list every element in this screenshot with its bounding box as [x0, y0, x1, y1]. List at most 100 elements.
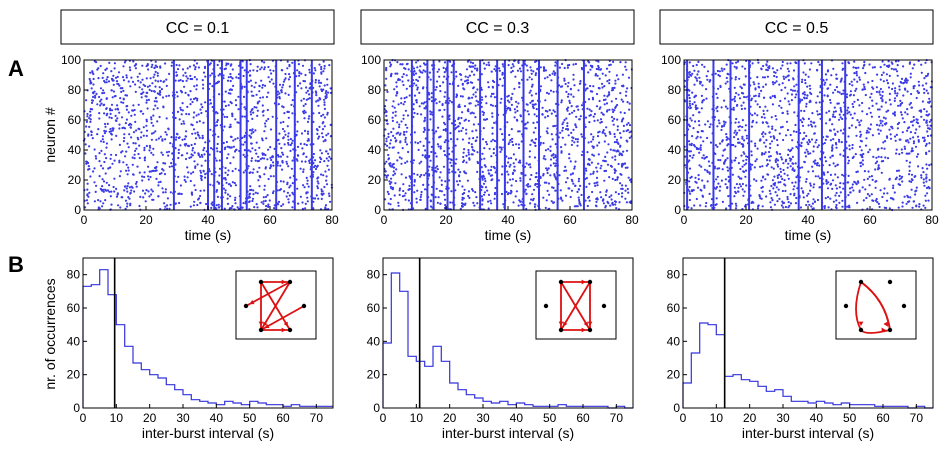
spike-dot	[394, 136, 397, 140]
spike-dot	[684, 100, 687, 103]
spike-dot	[874, 168, 877, 171]
spike-dot	[766, 109, 769, 112]
spike-dot	[317, 182, 320, 185]
spike-dot	[485, 143, 489, 146]
spike-dot	[773, 203, 777, 206]
spike-dot	[249, 110, 252, 113]
spike-dot	[774, 71, 777, 74]
spike-dot	[608, 93, 611, 96]
spike-dot	[389, 75, 393, 78]
spike-dot	[262, 200, 265, 203]
spike-dot	[267, 205, 270, 208]
spike-dot	[493, 80, 496, 84]
spike-dot	[769, 192, 772, 195]
spike-dot	[430, 111, 433, 114]
spike-dot	[385, 114, 388, 117]
spike-dot	[181, 80, 184, 83]
spike-dot	[243, 85, 246, 88]
spike-dot	[617, 162, 620, 166]
spike-dot	[915, 186, 918, 189]
spike-dot	[181, 68, 185, 71]
spike-dot	[697, 60, 700, 64]
spike-dot	[461, 205, 464, 208]
spike-dot	[158, 115, 161, 119]
spike-dot	[842, 187, 845, 190]
spike-dot	[322, 113, 325, 116]
spike-dot	[187, 113, 191, 116]
spike-dot	[787, 153, 790, 156]
spike-dot	[518, 67, 522, 70]
spike-dot	[528, 150, 532, 153]
spike-dot	[896, 70, 899, 73]
spike-dot	[291, 139, 294, 142]
spike-dot	[85, 125, 88, 128]
spike-dot	[471, 148, 474, 151]
spike-dot	[481, 199, 484, 202]
spike-dot	[86, 182, 89, 185]
spike-dot	[574, 160, 577, 163]
spike-dot	[150, 65, 153, 69]
spike-dot	[322, 70, 325, 73]
spike-dot	[832, 138, 835, 141]
spike-dot	[225, 62, 228, 65]
spike-dot	[408, 184, 411, 187]
spike-dot	[124, 199, 128, 202]
spike-dot	[826, 87, 829, 90]
spike-dot	[896, 64, 899, 67]
spike-dot	[441, 103, 444, 107]
spike-dot	[719, 159, 722, 162]
spike-dot	[727, 180, 730, 183]
spike-dot	[778, 83, 781, 86]
spike-dot	[300, 99, 303, 102]
spike-dot	[242, 202, 245, 205]
spike-dot	[135, 147, 138, 150]
spike-dot	[115, 119, 118, 122]
spike-dot	[307, 117, 310, 120]
spike-dot	[480, 166, 483, 169]
spike-dot	[780, 158, 784, 161]
spike-dot	[770, 140, 774, 143]
spike-dot	[858, 104, 861, 107]
spike-dot	[428, 141, 431, 144]
spike-dot	[550, 200, 553, 203]
spike-dot	[256, 69, 259, 72]
spike-dot	[281, 86, 284, 89]
spike-dot	[385, 140, 388, 143]
spike-dot	[887, 60, 890, 63]
spike-dot	[470, 143, 473, 146]
spike-dot	[133, 113, 136, 116]
spike-dot	[925, 186, 929, 190]
spike-dot	[473, 204, 476, 207]
spike-dot	[800, 80, 804, 84]
spike-dot	[549, 89, 553, 92]
spike-dot	[530, 72, 533, 75]
spike-dot	[324, 91, 327, 95]
spike-dot	[779, 181, 782, 184]
spike-dot	[614, 158, 617, 161]
spike-dot	[786, 62, 789, 65]
spike-dot	[580, 133, 583, 136]
spike-dot	[102, 180, 106, 183]
spike-dot	[837, 102, 840, 105]
spike-dot	[469, 102, 472, 105]
spike-dot	[258, 175, 261, 178]
spike-dot	[774, 160, 778, 164]
hist-xlabel: inter-burst interval (s)	[142, 425, 274, 441]
spike-dot	[292, 200, 295, 203]
x-tick-label: 70	[310, 411, 324, 425]
spike-dot	[96, 68, 99, 71]
spike-dot	[839, 106, 842, 110]
spike-dot	[835, 203, 838, 207]
spike-dot	[130, 76, 133, 79]
spike-dot	[903, 145, 906, 148]
spike-dot	[218, 60, 221, 63]
spike-dot	[603, 85, 606, 88]
spike-dot	[401, 80, 404, 83]
spike-dot	[189, 74, 192, 77]
spike-dot	[511, 178, 514, 181]
spike-dot	[878, 90, 881, 93]
spike-dot	[224, 166, 227, 170]
spike-dot	[901, 205, 904, 208]
spike-dot	[143, 159, 146, 162]
spike-dot	[776, 176, 780, 179]
